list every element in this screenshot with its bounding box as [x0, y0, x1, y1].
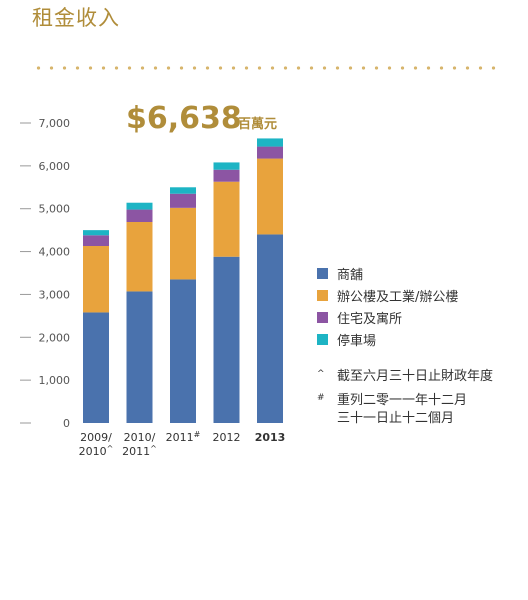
bar-segment [83, 246, 109, 313]
bar-segment [213, 162, 240, 170]
y-tick-label: 1,000 [39, 374, 71, 387]
legend-swatch [317, 311, 328, 323]
y-tick-label: 2,000 [39, 331, 71, 344]
legend-label: 住宅及寓所 [337, 311, 403, 327]
y-tick-label: 4,000 [39, 246, 71, 259]
footnote-text: 重列二零一一年十二月 三十一日止十二個月 [337, 393, 468, 426]
bar-segment [126, 222, 153, 292]
page-title: 租金收入 [32, 6, 120, 30]
legend-item-retail: 商舖 [317, 262, 458, 284]
bar-segment [257, 138, 283, 147]
legend-item-residential: 住宅及寓所 [317, 306, 458, 328]
x-tick-label: 2010/ [124, 431, 156, 444]
x-tick-label: 2009/ [80, 431, 112, 444]
bar-segment [213, 181, 240, 257]
x-tick-label: 2012 [213, 431, 241, 444]
bar-segment [213, 169, 240, 182]
bar-segment [213, 256, 240, 423]
y-tick-label: 3,000 [39, 288, 71, 301]
bar-segment [126, 202, 153, 210]
bar-segment [170, 279, 196, 423]
footnote: # 重列二零一一年十二月 三十一日止十二個月 [317, 392, 493, 428]
x-tick-label: 2011# [166, 430, 201, 444]
y-tick-label: 5,000 [39, 203, 71, 216]
legend-swatch [317, 333, 328, 345]
footnote-text: 截至六月三十日止財政年度 [337, 369, 494, 384]
legend-item-carpark: 停車場 [317, 328, 458, 350]
y-tick-label: 0 [63, 417, 70, 430]
bar-segment [170, 207, 196, 280]
footnotes: ^ 截至六月三十日止財政年度 # 重列二零一一年十二月 三十一日止十二個月 [317, 368, 493, 434]
footnote-mark: # [317, 393, 325, 403]
x-tick-label: 2011^ [122, 444, 157, 458]
x-tick-label: 2010^ [79, 444, 114, 458]
footnote-mark: ^ [317, 369, 325, 379]
bar-segment [83, 230, 109, 236]
legend-label: 商舖 [337, 267, 364, 283]
legend-label: 辦公樓及工業/辦公樓 [337, 289, 459, 305]
bar-segment [170, 187, 196, 194]
bar-segment [83, 312, 109, 423]
x-tick-label: 2013 [255, 431, 286, 444]
total-value-label: $6,638 [126, 101, 242, 136]
total-unit-label: 百萬元 [238, 116, 277, 132]
y-tick-label: 7,000 [39, 117, 71, 130]
bar-segment [83, 235, 109, 246]
bar-segment [126, 291, 153, 423]
footnote: ^ 截至六月三十日止財政年度 [317, 368, 493, 386]
bar-segment [126, 209, 153, 222]
y-tick-label: 6,000 [39, 160, 71, 173]
bar-segment [170, 193, 196, 208]
legend-swatch [317, 289, 328, 301]
legend-label: 停車場 [337, 333, 377, 349]
bar-segment [257, 146, 283, 159]
bar-segment [257, 158, 283, 235]
chart-legend: 商舖 辦公樓及工業/辦公樓 住宅及寓所 停車場 [317, 262, 458, 350]
dotted-divider [32, 66, 502, 70]
legend-swatch [317, 267, 328, 279]
bar-segment [257, 234, 283, 423]
legend-item-office: 辦公樓及工業/辦公樓 [317, 284, 458, 306]
